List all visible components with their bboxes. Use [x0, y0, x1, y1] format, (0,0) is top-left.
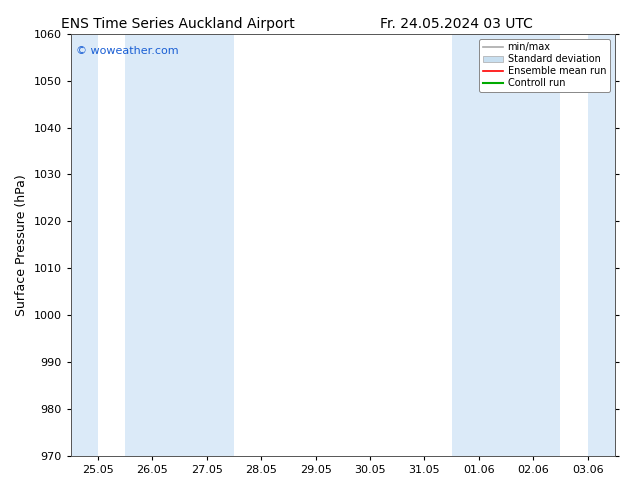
Y-axis label: Surface Pressure (hPa): Surface Pressure (hPa)	[15, 174, 28, 316]
Text: Fr. 24.05.2024 03 UTC: Fr. 24.05.2024 03 UTC	[380, 17, 533, 31]
Legend: min/max, Standard deviation, Ensemble mean run, Controll run: min/max, Standard deviation, Ensemble me…	[479, 39, 610, 92]
Bar	[451, 34, 560, 456]
Text: ENS Time Series Auckland Airport: ENS Time Series Auckland Airport	[61, 17, 294, 31]
Bar	[125, 34, 234, 456]
Bar	[588, 34, 615, 456]
Text: © woweather.com: © woweather.com	[76, 47, 179, 56]
Bar	[71, 34, 98, 456]
